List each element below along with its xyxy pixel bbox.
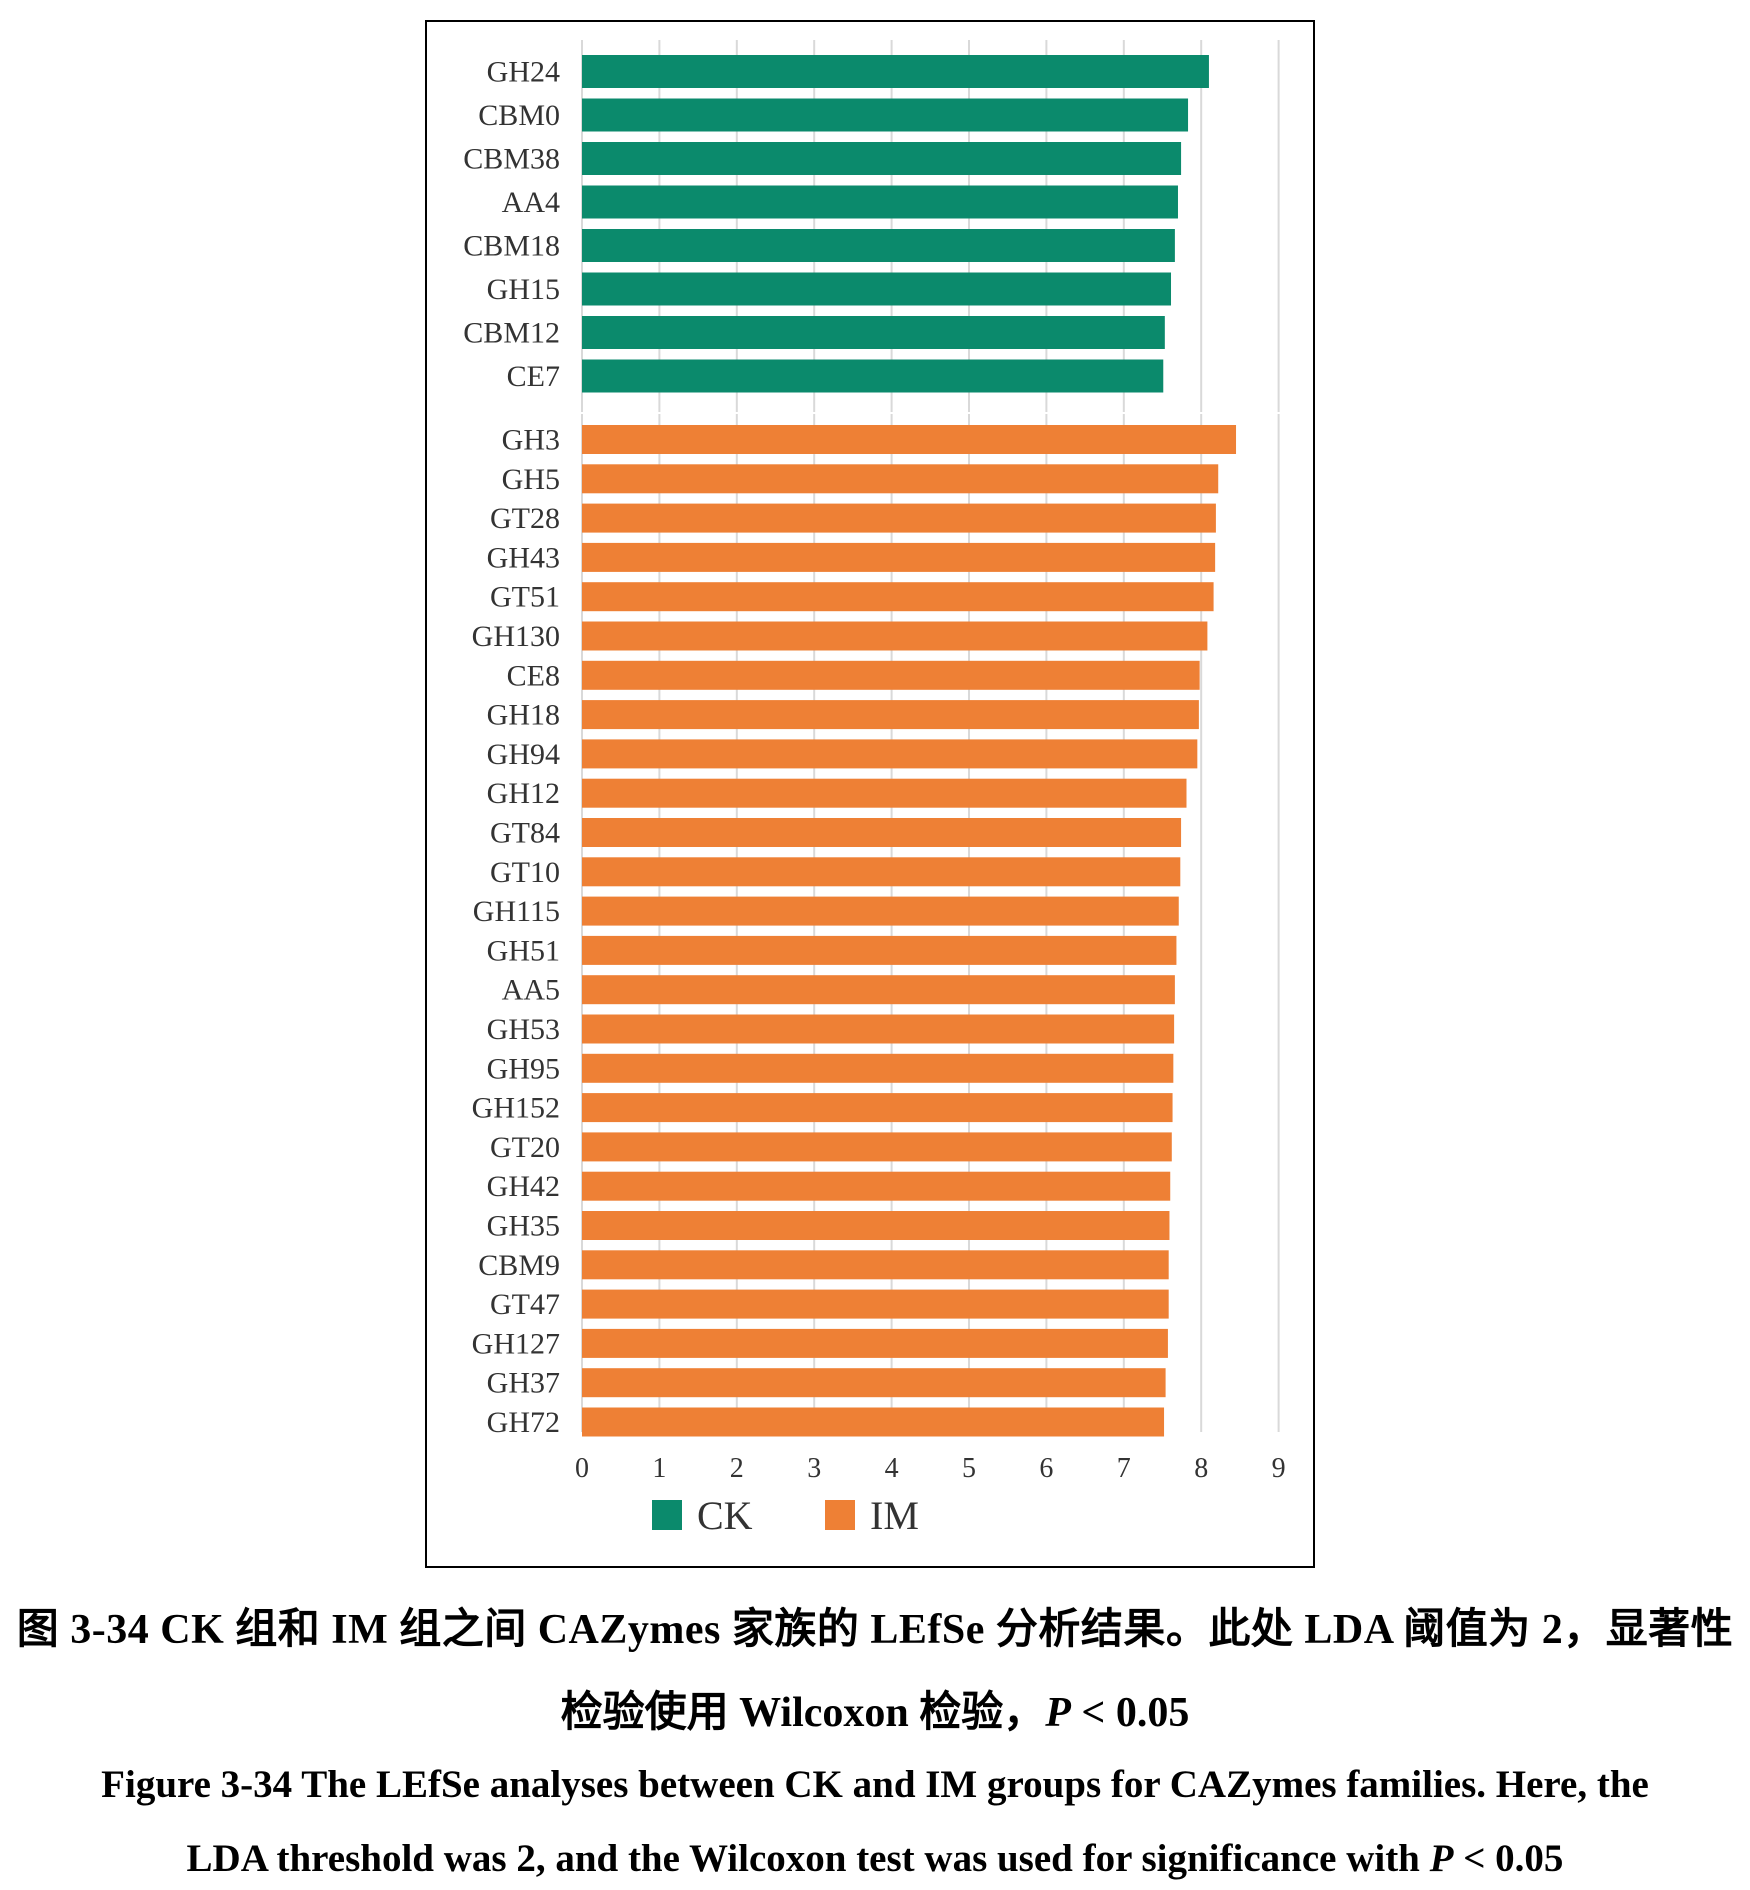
x-tick-label-9: 9 [1272,1453,1286,1484]
bar-GH42 [582,1171,1171,1201]
x-tick-label-7: 7 [1117,1453,1131,1484]
x-tick-label-5: 5 [962,1453,976,1484]
category-label-GH18: GH18 [487,699,560,732]
x-tick-label-4: 4 [885,1453,899,1484]
caption-zh-line2-suffix: < 0.05 [1070,1690,1190,1736]
category-label-GT20: GT20 [490,1131,560,1164]
category-label-GH72: GH72 [487,1406,560,1439]
bar-GT10 [582,857,1181,887]
category-label-GH5: GH5 [502,463,560,496]
bar-GH51 [582,935,1177,965]
bar-GH43 [582,542,1216,572]
bar-CBM9 [582,1250,1169,1280]
category-label-GH12: GH12 [487,777,560,810]
legend-swatch-CK [652,1500,682,1530]
bar-AA5 [582,975,1175,1005]
bar-CE8 [582,660,1200,690]
caption-zh-line2: 检验使用 Wilcoxon 检验，P < 0.05 [0,1678,1750,1739]
bar-GT51 [582,582,1214,612]
category-label-CBM18: CBM18 [463,230,560,263]
category-label-GH127: GH127 [472,1327,560,1360]
category-label-GT84: GT84 [490,817,560,850]
bar-GH115 [582,896,1179,926]
category-label-GH115: GH115 [473,895,560,928]
category-label-GH24: GH24 [487,56,560,89]
legend-swatch-IM [825,1500,855,1530]
bar-CBM0 [582,98,1189,132]
caption-zh-p-symbol: P [1045,1690,1071,1736]
caption-zh-line1: 图 3-34 CK 组和 IM 组之间 CAZymes 家族的 LEfSe 分析… [16,1607,1734,1653]
category-label-CBM9: CBM9 [478,1249,560,1282]
bar-GH12 [582,778,1187,808]
bar-GH24 [582,55,1209,88]
category-label-AA4: AA4 [502,186,560,219]
bar-GH94 [582,739,1198,769]
category-label-GT47: GT47 [490,1288,560,1321]
category-label-CBM0: CBM0 [478,99,560,132]
category-label-CE8: CE8 [507,659,560,692]
category-label-AA5: AA5 [502,974,560,1007]
x-tick-label-2: 2 [730,1453,744,1484]
bar-CE7 [582,359,1164,393]
x-tick-label-0: 0 [575,1453,589,1484]
bar-GH152 [582,1093,1173,1123]
category-label-GH152: GH152 [472,1092,560,1125]
category-label-GH15: GH15 [487,273,560,306]
bar-GH37 [582,1368,1166,1398]
bar-CBM38 [582,142,1182,175]
figure-frame: GH24 CBM0 CBM38 AA4 CBM18 GH15 CBM12 CE7 GH3 GH5 G… [425,20,1315,1568]
lefse-bar-chart: GH24 CBM0 CBM38 AA4 CBM18 GH15 CBM12 CE7 GH3 GH5 G… [463,40,1286,1538]
category-label-GH35: GH35 [487,1210,560,1243]
category-label-GH95: GH95 [487,1052,560,1085]
category-label-GT51: GT51 [490,581,560,614]
bar-GH95 [582,1053,1174,1083]
category-label-GH130: GH130 [472,620,560,653]
category-label-GH42: GH42 [487,1170,560,1203]
bar-GH3 [582,425,1237,454]
bar-GH5 [582,464,1219,494]
category-label-CBM12: CBM12 [463,317,560,350]
category-label-GT28: GT28 [490,502,560,535]
bar-GH35 [582,1211,1170,1240]
bar-GH127 [582,1328,1168,1358]
category-label-GH3: GH3 [502,424,560,457]
category-label-GH94: GH94 [487,738,560,771]
caption-en-line2: LDA threshold was 2, and the Wilcoxon te… [0,1836,1750,1881]
legend-label-IM: IM [870,1493,919,1538]
caption-en-p-symbol: P [1429,1837,1454,1880]
bar-GH18 [582,700,1199,730]
x-tick-label-6: 6 [1039,1453,1053,1484]
category-label-GH43: GH43 [487,541,560,574]
category-label-GT10: GT10 [490,856,560,889]
bar-GH53 [582,1014,1175,1044]
caption-en-line1: Figure 3-34 The LEfSe analyses between C… [101,1763,1649,1806]
bar-GT28 [582,503,1216,533]
caption-en-line2-prefix: LDA threshold was 2, and the Wilcoxon te… [186,1837,1430,1880]
category-label-GH51: GH51 [487,934,560,967]
category-label-CBM38: CBM38 [463,143,560,176]
x-tick-label-8: 8 [1194,1453,1208,1484]
bar-GT84 [582,818,1182,847]
bar-AA4 [582,185,1178,219]
bar-GT20 [582,1132,1172,1162]
category-label-CE7: CE7 [507,360,560,393]
bar-GH130 [582,621,1208,651]
category-label-GH37: GH37 [487,1367,560,1400]
x-tick-label-1: 1 [652,1453,666,1484]
bar-CBM12 [582,316,1165,349]
caption-zh-line2-prefix: 检验使用 Wilcoxon 检验， [560,1690,1046,1736]
category-label-GH53: GH53 [487,1013,560,1046]
x-tick-label-3: 3 [807,1453,821,1484]
bar-GH72 [582,1407,1165,1437]
bar-CBM18 [582,229,1175,262]
legend-label-CK: CK [697,1493,753,1538]
bar-GH15 [582,272,1172,306]
bar-GT47 [582,1289,1169,1319]
caption-en-line2-suffix: < 0.05 [1453,1837,1564,1880]
